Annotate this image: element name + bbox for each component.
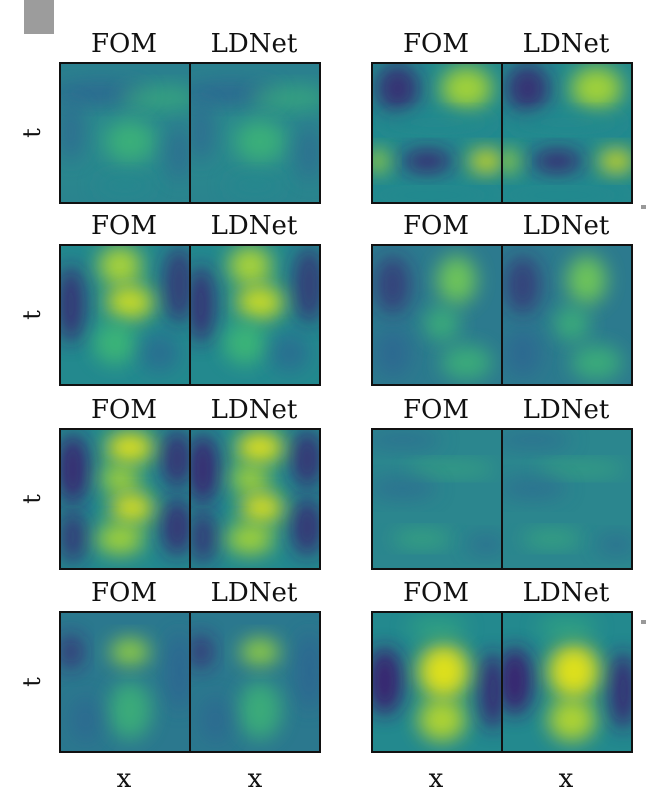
heatmap-fom-2-0 bbox=[59, 428, 191, 570]
ylabel-t-row-3: t bbox=[18, 677, 46, 687]
heatmap-fom-1-1 bbox=[371, 244, 503, 386]
title-ldnet-0-0: LDNet bbox=[210, 29, 298, 59]
title-fom-0-1: FOM bbox=[403, 29, 469, 59]
title-ldnet-2-0: LDNet bbox=[210, 395, 298, 425]
title-ldnet-2-1: LDNet bbox=[522, 395, 610, 425]
title-ldnet-1-1: LDNet bbox=[522, 211, 610, 241]
heatmap-fom-3-1 bbox=[371, 611, 503, 753]
heatmap-ldnet-2-1 bbox=[501, 428, 633, 570]
heatmap-fom-0-1 bbox=[371, 62, 503, 204]
title-ldnet-3-0: LDNet bbox=[210, 578, 298, 608]
ylabel-t-row-0: t bbox=[18, 128, 46, 138]
heatmap-fom-2-1 bbox=[371, 428, 503, 570]
heatmap-ldnet-1-0 bbox=[189, 244, 321, 386]
heatmap-fom-0-0 bbox=[59, 62, 191, 204]
heatmap-ldnet-0-0 bbox=[189, 62, 321, 204]
title-ldnet-3-1: LDNet bbox=[522, 578, 610, 608]
title-fom-3-1: FOM bbox=[403, 578, 469, 608]
heatmap-ldnet-1-1 bbox=[501, 244, 633, 386]
heatmap-fom-1-0 bbox=[59, 244, 191, 386]
title-fom-0-0: FOM bbox=[91, 29, 157, 59]
ylabel-t-row-1: t bbox=[18, 310, 46, 320]
edge-crop-mark-1 bbox=[641, 620, 646, 624]
corner-marker bbox=[24, 0, 54, 34]
heatmap-ldnet-0-1 bbox=[501, 62, 633, 204]
xlabel-x-3: x bbox=[558, 764, 574, 794]
heatmap-fom-3-0 bbox=[59, 611, 191, 753]
edge-crop-mark-0 bbox=[641, 205, 646, 209]
heatmap-ldnet-2-0 bbox=[189, 428, 321, 570]
heatmap-ldnet-3-0 bbox=[189, 611, 321, 753]
xlabel-x-1: x bbox=[247, 764, 263, 794]
title-fom-1-0: FOM bbox=[91, 211, 157, 241]
xlabel-x-0: x bbox=[116, 764, 132, 794]
title-ldnet-0-1: LDNet bbox=[522, 29, 610, 59]
xlabel-x-2: x bbox=[428, 764, 444, 794]
title-fom-2-0: FOM bbox=[91, 395, 157, 425]
title-ldnet-1-0: LDNet bbox=[210, 211, 298, 241]
heatmap-ldnet-3-1 bbox=[501, 611, 633, 753]
title-fom-2-1: FOM bbox=[403, 395, 469, 425]
ylabel-t-row-2: t bbox=[18, 494, 46, 504]
title-fom-1-1: FOM bbox=[403, 211, 469, 241]
title-fom-3-0: FOM bbox=[91, 578, 157, 608]
